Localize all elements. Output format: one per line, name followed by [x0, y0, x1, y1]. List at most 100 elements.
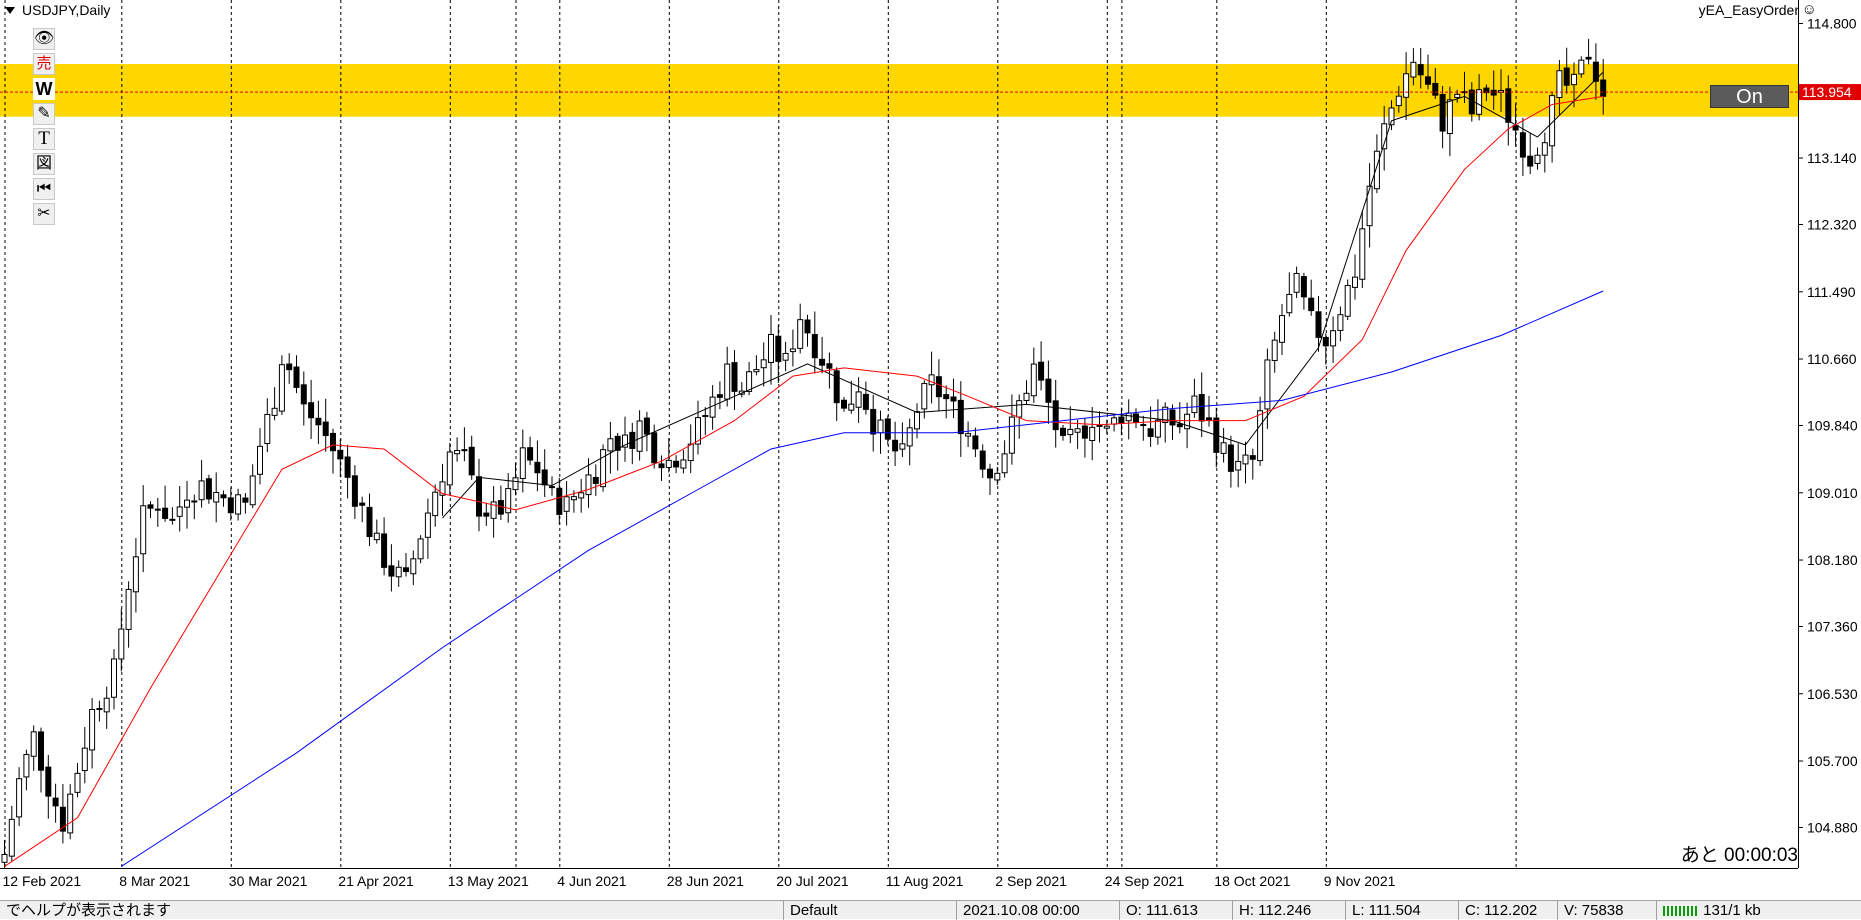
candle [395, 560, 402, 587]
w-icon[interactable]: W [33, 78, 55, 100]
candle [417, 535, 424, 564]
candle [724, 346, 731, 407]
candle [366, 493, 373, 547]
status-volume: V: 75838 [1557, 901, 1660, 920]
y-tick-label: 110.660 [1807, 351, 1857, 367]
y-tick-label: 112.320 [1807, 216, 1857, 232]
candle [205, 474, 212, 504]
candle [96, 700, 103, 722]
candle [1169, 404, 1176, 440]
candle [162, 485, 169, 522]
candle [1425, 54, 1431, 90]
candle [1052, 379, 1059, 448]
candle [833, 367, 840, 422]
candle [1125, 399, 1132, 440]
candle [702, 407, 709, 436]
candle [1585, 38, 1592, 65]
status-high: H: 112.246 [1232, 901, 1349, 920]
candle [848, 380, 855, 414]
candle [1198, 372, 1205, 438]
x-tick-label: 20 Jul 2021 [776, 873, 849, 889]
y-tick-label: 111.490 [1807, 284, 1856, 300]
candle [1388, 100, 1395, 131]
candle [731, 350, 738, 410]
y-tick-label: 105.700 [1807, 753, 1858, 769]
eye-icon[interactable]: 👁 [33, 28, 55, 50]
candle [1578, 56, 1585, 78]
candle [125, 581, 132, 648]
candle [381, 517, 388, 576]
candle [308, 379, 315, 439]
price-chart[interactable]: 12 Feb 2021 8 Mar 2021 30 Mar 2021 21 Apr 2… [0, 0, 1861, 900]
candle [1300, 272, 1307, 310]
y-tick-label: 108.180 [1807, 552, 1858, 568]
candle [614, 433, 621, 471]
candle [709, 385, 716, 430]
candle [1600, 58, 1607, 115]
rewind-icon[interactable]: ⏮ [33, 178, 55, 200]
candle [1074, 419, 1081, 449]
candle [1111, 414, 1118, 432]
candle [884, 415, 891, 446]
candle [804, 314, 811, 347]
candle [519, 429, 526, 493]
x-tick-label: 4 Jun 2021 [557, 873, 626, 889]
candle [432, 484, 439, 527]
picture-icon[interactable]: 図 [33, 153, 55, 175]
status-profile: Default [783, 901, 960, 920]
y-tick-label: 113.140 [1807, 150, 1857, 166]
candle [1257, 396, 1264, 466]
candle [1147, 406, 1154, 447]
candle [351, 465, 358, 519]
candle [877, 410, 884, 454]
candle [111, 649, 117, 710]
candle [1373, 134, 1380, 194]
candle [490, 486, 497, 538]
candle [1045, 360, 1052, 424]
traffic-bars-icon [1663, 906, 1699, 917]
candle [1089, 407, 1096, 461]
candle [1592, 43, 1599, 100]
candle [1264, 348, 1271, 429]
candle [59, 784, 66, 844]
x-tick-label: 18 Oct 2021 [1214, 873, 1290, 889]
candle [1439, 85, 1446, 149]
candle [439, 463, 446, 516]
candle [1176, 402, 1183, 434]
candle [52, 783, 59, 823]
candle [1, 839, 8, 868]
scissors-icon[interactable]: ✂ [33, 203, 55, 225]
y-tick-label: 106.530 [1807, 686, 1858, 702]
status-traffic: 131/1 kb [1656, 901, 1861, 920]
candle [1366, 163, 1373, 248]
candle [549, 476, 555, 496]
candle [1446, 86, 1453, 157]
candle [1023, 380, 1030, 406]
candle [563, 481, 570, 526]
candle [286, 353, 293, 384]
sell-icon[interactable]: 売 [33, 53, 55, 75]
x-tick-label: 28 Jun 2021 [667, 873, 744, 889]
chart-menu-arrow-icon[interactable] [5, 7, 15, 14]
chart-window[interactable]: 12 Feb 2021 8 Mar 2021 30 Mar 2021 21 Apr 2… [0, 0, 1861, 900]
candle [16, 767, 23, 826]
candle [235, 488, 242, 521]
candle [1206, 395, 1212, 427]
ma-fast-line [442, 71, 1604, 519]
x-tick-label: 9 Nov 2021 [1324, 873, 1396, 889]
candle [541, 449, 548, 498]
candle [257, 428, 263, 485]
candle [67, 784, 74, 840]
ea-on-button[interactable]: On [1710, 85, 1789, 108]
candle [242, 493, 249, 514]
candle [118, 608, 125, 672]
candle [1352, 254, 1358, 300]
candle [965, 421, 972, 447]
pencil-icon[interactable]: ✎ [33, 103, 55, 125]
candle [147, 501, 154, 519]
candle [359, 496, 366, 523]
candle [622, 416, 628, 462]
ea-name-label: yEA_EasyOrder [1698, 2, 1799, 18]
candle [184, 480, 190, 529]
text-icon[interactable]: T [33, 128, 55, 150]
